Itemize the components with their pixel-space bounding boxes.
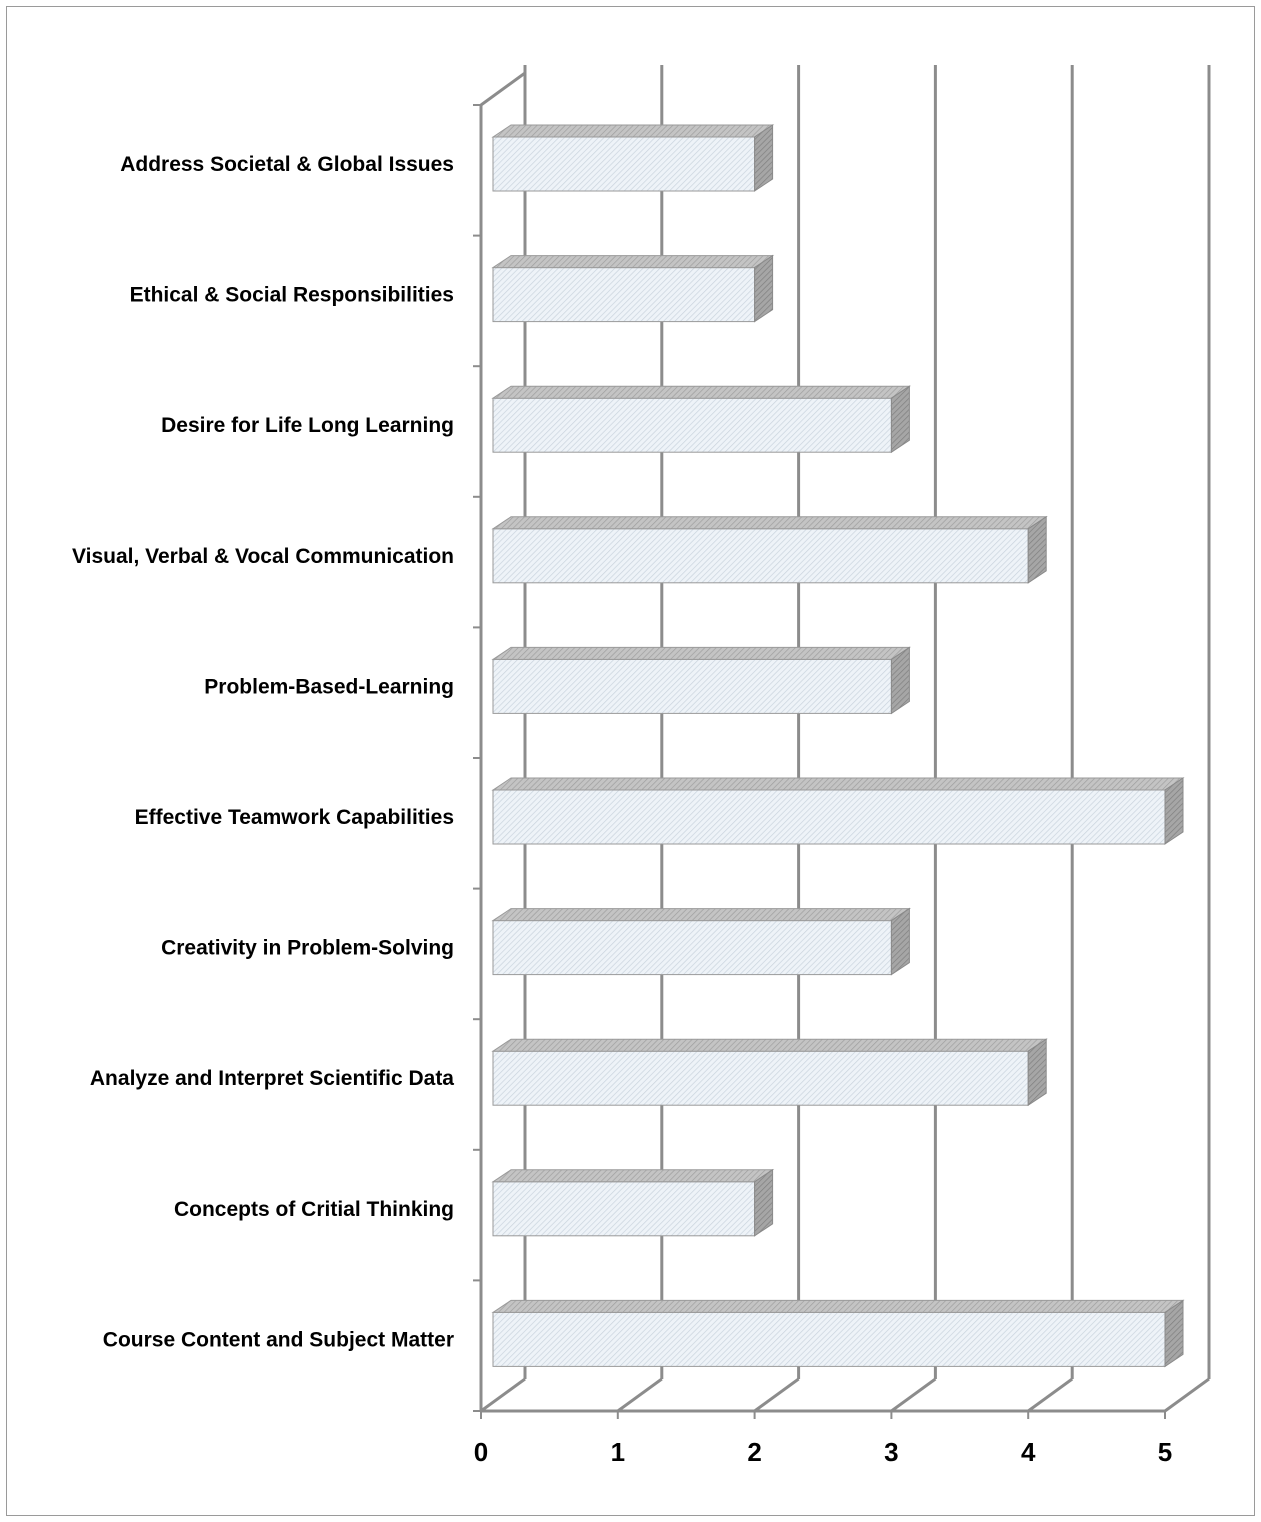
category-label-1: Concepts of Critial Thinking <box>174 1198 454 1221</box>
bar-front <box>492 789 1166 845</box>
x-tick-label-4: 4 <box>1021 1437 1036 1467</box>
bar-side <box>754 1168 774 1237</box>
bar-side <box>754 124 774 192</box>
floor-line-2 <box>753 1377 800 1413</box>
bar-top <box>491 124 775 138</box>
bar-side <box>1164 777 1184 845</box>
bar-2 <box>491 1038 1048 1107</box>
bar-side <box>1027 1038 1047 1107</box>
bar-top <box>491 516 1048 530</box>
category-label-0: Course Content and Subject Matter <box>103 1328 454 1351</box>
bar-8 <box>491 254 775 323</box>
bar-top <box>491 908 912 922</box>
x-tick-label-0: 0 <box>474 1437 488 1467</box>
category-label-5: Problem-Based-Learning <box>204 675 454 698</box>
bar-top <box>491 1299 1185 1313</box>
bar-7 <box>491 385 912 454</box>
bar-side <box>754 254 774 323</box>
category-label-6: Visual, Verbal & Vocal Communication <box>72 545 454 568</box>
bar-front <box>492 920 892 976</box>
bar-3 <box>491 907 912 976</box>
bar-top <box>491 1038 1048 1052</box>
bar-side <box>1027 515 1047 584</box>
bar-front <box>492 136 756 192</box>
bar-4 <box>491 777 1185 845</box>
floor-line-4 <box>1027 1377 1074 1413</box>
floor-line-0 <box>480 1377 526 1413</box>
bar-front <box>492 397 892 453</box>
category-label-8: Ethical & Social Responsibilities <box>130 284 454 307</box>
bar-front <box>492 658 892 714</box>
bar-top <box>491 255 775 269</box>
x-tick-label-5: 5 <box>1158 1437 1172 1467</box>
bar-side <box>890 385 910 454</box>
bar-top <box>491 385 912 399</box>
bar-side <box>890 907 910 976</box>
category-label-4: Effective Teamwork Capabilities <box>135 806 454 829</box>
bar-front <box>492 1050 1029 1106</box>
category-label-3: Creativity in Problem-Solving <box>161 937 454 960</box>
x-tick-label-3: 3 <box>884 1437 898 1467</box>
x-tick-label-2: 2 <box>747 1437 761 1467</box>
bar-top <box>491 1169 775 1183</box>
bar-6 <box>491 515 1048 584</box>
bar-front <box>492 1311 1166 1367</box>
side-wall-edge <box>480 71 526 107</box>
bar-front <box>492 267 756 323</box>
floor-line-3 <box>890 1377 937 1413</box>
category-label-7: Desire for Life Long Learning <box>161 414 454 437</box>
bar-9 <box>491 124 775 192</box>
floor-line-1 <box>616 1377 663 1413</box>
bar-side <box>890 646 910 715</box>
category-label-9: Address Societal & Global Issues <box>120 153 454 176</box>
category-label-2: Analyze and Interpret Scientific Data <box>90 1067 454 1090</box>
bar-top <box>491 646 912 660</box>
bar-top <box>491 777 1185 791</box>
bar-0 <box>491 1299 1185 1368</box>
bar-front <box>492 1181 756 1237</box>
label-layer: Course Content and Subject Matter Concept… <box>72 153 1172 1467</box>
bar-layer <box>491 124 1185 1368</box>
bar-front <box>492 528 1029 584</box>
bar-5 <box>491 646 912 715</box>
floor-line-5 <box>1164 1377 1210 1413</box>
bar-1 <box>491 1168 775 1237</box>
x-tick-label-1: 1 <box>611 1437 625 1467</box>
bar-side <box>1164 1299 1184 1368</box>
